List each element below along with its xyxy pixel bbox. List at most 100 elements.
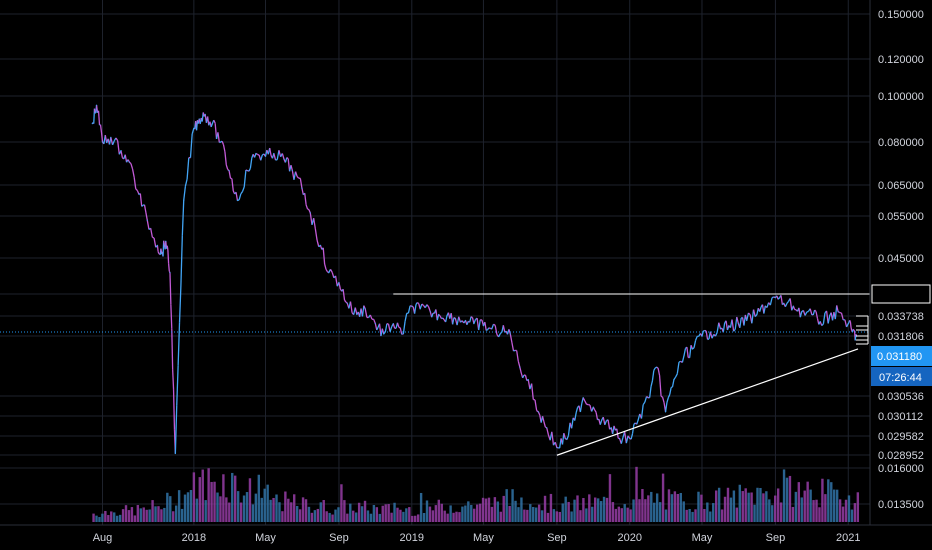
price-segment: [260, 154, 263, 161]
volume-bar: [484, 498, 488, 522]
volume-bar: [481, 497, 485, 522]
volume-bar: [169, 496, 172, 522]
volume-bar: [204, 500, 207, 522]
price-segment: [431, 312, 434, 318]
volume-bar: [667, 489, 671, 522]
volume-bar: [638, 499, 641, 522]
price-point: [454, 317, 456, 320]
price-tag-label: 0.031180: [877, 351, 922, 363]
volume-bar: [290, 502, 293, 522]
volume-bar: [443, 510, 446, 522]
volume-bar: [552, 509, 556, 522]
support-trendline: [556, 348, 859, 456]
volume-bar: [301, 497, 305, 522]
price-segment: [145, 212, 148, 221]
volume-bar: [585, 508, 588, 522]
price-point: [392, 323, 394, 325]
price-segment: [299, 178, 303, 189]
volume-bar: [304, 499, 308, 522]
price-point: [193, 127, 195, 129]
price-segment: [304, 193, 307, 205]
price-segment: [402, 321, 406, 335]
y-tick-label: 0.045000: [878, 253, 924, 265]
price-segment: [747, 312, 751, 316]
price-segment: [435, 309, 438, 321]
volume-bar: [750, 492, 753, 522]
price-segment: [640, 404, 644, 419]
price-point: [701, 335, 703, 337]
price-point: [491, 328, 493, 330]
price-segment: [276, 150, 280, 160]
volume-bar: [95, 515, 98, 522]
price-segment: [214, 123, 218, 139]
volume-bar: [653, 502, 656, 522]
volume-bar: [92, 513, 95, 522]
price-segment: [399, 327, 403, 335]
price-segment: [725, 320, 729, 331]
volume-bar: [579, 510, 582, 522]
price-segment: [624, 431, 627, 444]
volume-bar: [774, 495, 777, 522]
price-point: [301, 187, 303, 189]
price-segment: [269, 147, 272, 156]
price-segment: [581, 397, 584, 404]
price-segment: [670, 386, 673, 389]
price-segment: [281, 153, 285, 160]
volume-bar: [346, 513, 349, 522]
price-segment: [344, 299, 347, 303]
price-segment: [519, 367, 522, 374]
volume-bar: [281, 511, 284, 522]
price-point: [264, 155, 267, 157]
price-point: [464, 319, 467, 322]
volume-bar: [641, 489, 644, 522]
price-segment: [733, 328, 736, 332]
volume-bar: [408, 507, 411, 522]
volume-bar: [458, 512, 461, 522]
volume-bar: [558, 511, 561, 522]
volume-bar: [422, 512, 426, 522]
price-segment: [222, 144, 226, 152]
price-segment: [852, 328, 855, 331]
price-point: [220, 141, 222, 143]
price-point: [120, 150, 122, 152]
price-point: [847, 323, 849, 325]
volume-bar: [537, 504, 541, 522]
price-point: [411, 305, 413, 307]
volume-bar: [331, 514, 334, 522]
level-tag: [871, 284, 931, 304]
volume-bar: [821, 478, 824, 522]
price-segment: [633, 422, 636, 425]
price-segment: [421, 303, 424, 306]
price-segment: [172, 389, 176, 430]
x-tick-label: Aug: [93, 532, 113, 544]
volume-bar: [257, 474, 261, 522]
price-segment: [546, 427, 550, 436]
volume-bar: [744, 488, 747, 522]
volume-bar: [163, 507, 166, 522]
volume-bar: [124, 505, 128, 522]
volume-bar: [561, 503, 564, 522]
volume-bar: [172, 511, 175, 522]
price-segment: [705, 330, 709, 340]
price-point: [165, 240, 167, 242]
price-segment: [334, 275, 338, 287]
price-segment: [809, 308, 813, 315]
price-segment: [407, 305, 411, 314]
price-segment: [769, 297, 773, 306]
price-point: [537, 411, 539, 413]
x-tick-label: 2018: [182, 532, 206, 544]
price-segment: [361, 305, 365, 317]
price-segment: [651, 370, 655, 381]
price-segment: [704, 329, 707, 332]
price-segment: [456, 316, 460, 326]
price-segment: [541, 416, 545, 423]
price-segment: [570, 417, 574, 429]
price-segment: [262, 153, 265, 156]
volume-bar: [313, 510, 317, 522]
volume-bar: [794, 491, 798, 522]
price-segment: [574, 412, 577, 421]
price-segment: [225, 164, 229, 170]
price-segment: [141, 204, 144, 207]
volume-bar: [502, 495, 505, 522]
